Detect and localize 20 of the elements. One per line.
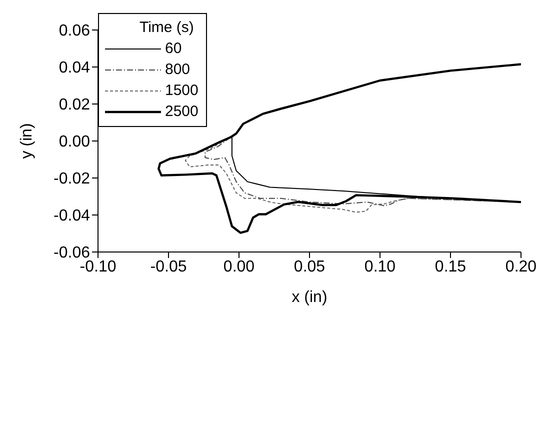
y-tick-label: -0.02 <box>54 170 90 188</box>
legend-label: 60 <box>165 39 182 59</box>
x-tick-label: -0.05 <box>150 258 187 276</box>
legend-label: 1500 <box>165 81 198 101</box>
legend-label: 2500 <box>165 102 198 122</box>
y-tick-label: 0.04 <box>58 60 90 77</box>
x-tick-label: 0.05 <box>294 258 326 276</box>
legend-title: Time (s) <box>138 18 195 38</box>
y-tick-label: 0.02 <box>58 96 90 114</box>
y-tick-label: 0.00 <box>58 134 90 151</box>
x-tick-label: 0.10 <box>364 258 396 276</box>
y-tick-label: -0.04 <box>54 208 90 225</box>
legend-label: 800 <box>165 60 190 80</box>
y-tick-label: 0.06 <box>58 22 90 40</box>
x-tick-label: -0.10 <box>80 258 116 276</box>
y-axis-title: y (in) <box>18 123 36 159</box>
x-tick-label: 0.20 <box>505 258 537 276</box>
x-tick-label: 0.00 <box>223 258 255 276</box>
x-tick-label: 0.15 <box>434 258 466 276</box>
x-axis-title: x (in) <box>292 289 328 306</box>
